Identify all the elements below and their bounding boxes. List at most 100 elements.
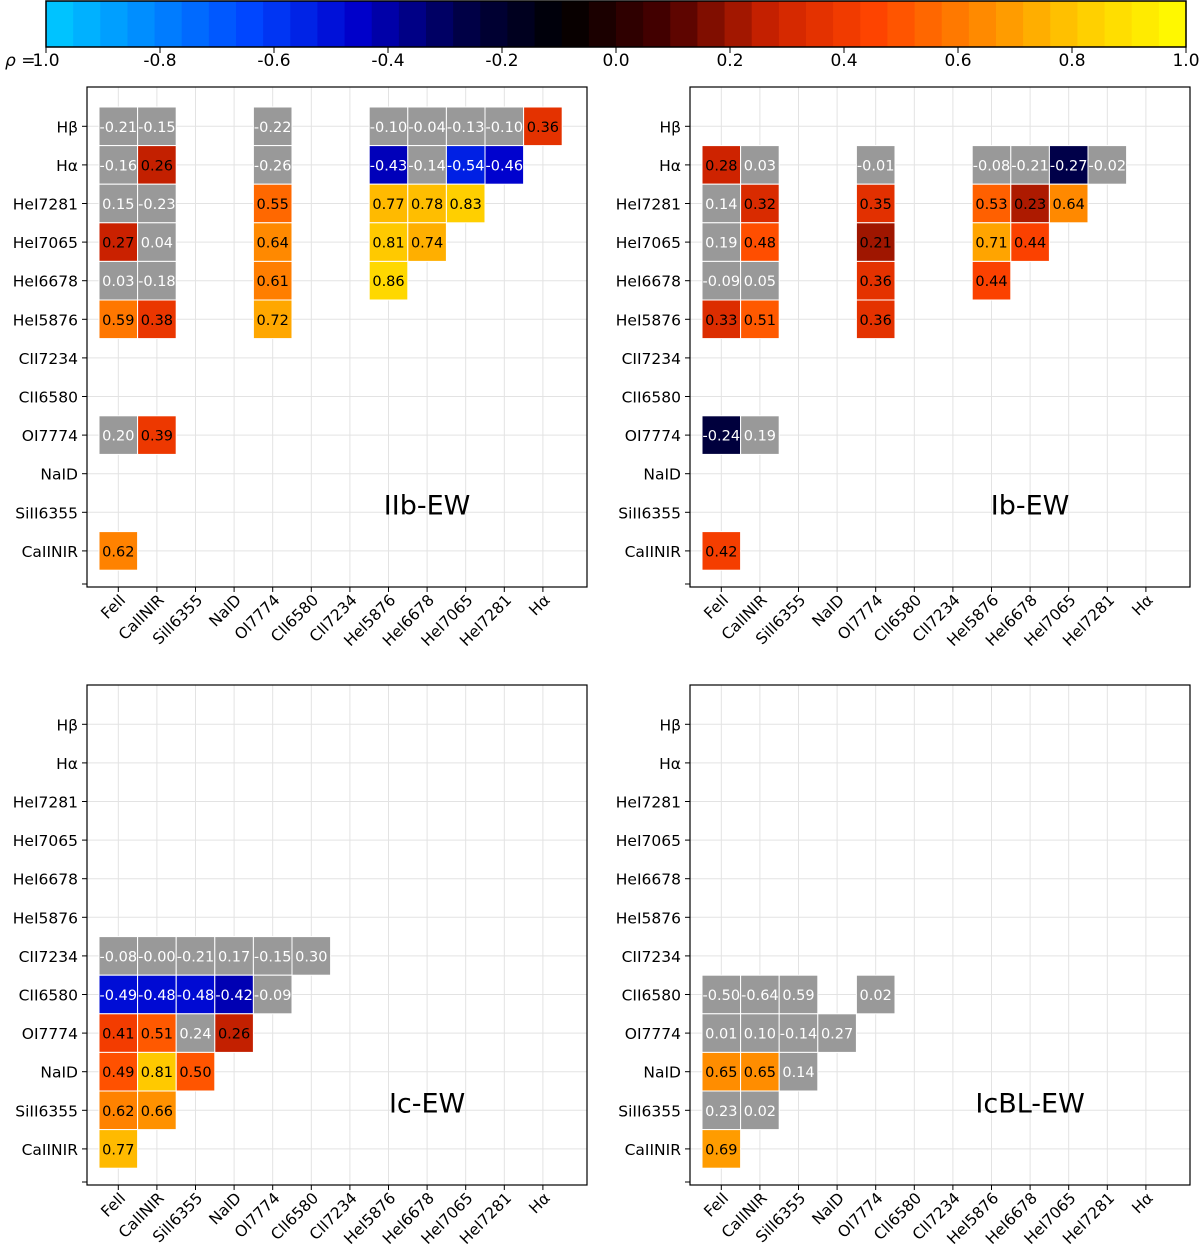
y-tick-label: NaID [643, 1064, 681, 1082]
cell-value-label: -0.13 [447, 120, 485, 136]
heatmap-cell [817, 1013, 857, 1053]
colorbar-tick-label: -0.8 [143, 51, 176, 71]
heatmap-cell [855, 222, 896, 262]
y-tick-label: CaIINIR [625, 543, 682, 561]
y-tick-label: CII6580 [622, 389, 681, 407]
heatmap-cell [137, 145, 177, 185]
y-tick-label: HeI5876 [13, 311, 78, 329]
cell-value-label: 0.05 [744, 274, 776, 290]
heatmap-cell [175, 974, 216, 1015]
cell-value-label: 0.02 [744, 1104, 776, 1120]
heatmap-cell [368, 183, 409, 224]
heatmap-cell [701, 222, 742, 262]
y-tick-label: Hβ [56, 118, 78, 136]
heatmap-cell [214, 1013, 254, 1053]
cell-value-label: 0.51 [744, 313, 776, 329]
cell-value-label: 0.61 [257, 274, 289, 290]
cell-value-label: 0.59 [782, 988, 814, 1004]
cell-value-label: 0.35 [860, 197, 892, 213]
heatmap-cell [523, 106, 563, 147]
colorbar-tick-label: 0.6 [944, 51, 971, 71]
cell-value-label: -0.21 [177, 949, 215, 965]
heatmap-panels: -0.21 -0.15 -0.22 -0.10 -0.04 -0.13 -0.10 0.36-… [13, 86, 1191, 1248]
colorbar-segment [1104, 1, 1133, 47]
cell-value-label: 0.64 [1053, 197, 1085, 213]
heatmap-cell [971, 260, 1012, 301]
y-tick-label: HeI5876 [616, 311, 681, 329]
cell-value-label: -0.26 [254, 158, 292, 174]
heatmap-cell [407, 222, 447, 262]
colorbar-segment [73, 1, 101, 47]
colorbar-segment [697, 1, 726, 47]
panel-frame [86, 684, 588, 1186]
cell-value-label: -0.09 [254, 988, 292, 1004]
y-tick-label: NaID [643, 466, 681, 484]
heatmap-cell [137, 222, 177, 262]
y-tick-label: HeI7065 [616, 234, 681, 252]
colorbar-segment [1050, 1, 1079, 47]
y-tick-label: Hβ [56, 716, 78, 734]
heatmap-cell [701, 974, 742, 1015]
heatmap-cell [484, 145, 525, 185]
y-tick-label: CII6580 [19, 389, 78, 407]
colorbar-segment [426, 1, 454, 47]
colorbar-tick-label: -0.4 [371, 51, 404, 71]
cell-value-label: -0.43 [370, 158, 408, 174]
y-tick-label: CII6580 [19, 987, 78, 1005]
heatmap-cell [445, 183, 486, 224]
cell-value-label: 0.03 [102, 274, 134, 290]
cell-value-label: 0.21 [860, 236, 892, 252]
heatmap-cell [137, 299, 177, 340]
heatmap-cell [778, 1051, 819, 1092]
cell-value-label: 0.23 [705, 1104, 737, 1120]
colorbar-segment [1077, 1, 1106, 47]
heatmap-cell [855, 299, 896, 340]
cell-value-label: 0.36 [527, 120, 559, 136]
heatmap-cell [701, 1013, 742, 1053]
heatmap-cell [855, 145, 896, 185]
heatmap-cell [701, 299, 742, 340]
x-tick-label: Hα [526, 1189, 554, 1217]
colorbar-segment [751, 1, 780, 47]
y-tick-label: Hα [659, 755, 681, 773]
y-tick-label: OI7774 [625, 427, 681, 445]
cell-value-label: 0.55 [257, 197, 289, 213]
heatmap-cell [368, 222, 409, 262]
cell-value-label: 0.39 [141, 429, 173, 445]
cell-value-label: 0.17 [218, 949, 250, 965]
heatmap-cell [98, 106, 139, 147]
cell-value-label: 0.30 [295, 949, 327, 965]
heatmap-cell [98, 145, 139, 185]
y-tick-label: OI7774 [22, 427, 78, 445]
colorbar-segment [534, 1, 563, 47]
heatmap-cell [137, 415, 177, 455]
cell-value-label: 0.44 [1014, 236, 1046, 252]
colorbar-segment [480, 1, 509, 47]
cell-value-label: 0.74 [411, 236, 443, 252]
heatmap-cell [252, 222, 293, 262]
colorbar-segment [1023, 1, 1051, 47]
colorbar-segment [398, 1, 427, 47]
y-tick-label: CII6580 [622, 987, 681, 1005]
heatmap-cell [137, 183, 177, 224]
cell-value-label: 0.27 [102, 236, 134, 252]
cell-value-label: 0.03 [744, 158, 776, 174]
heatmap-cell [137, 1090, 177, 1131]
cell-value-label: 0.65 [705, 1065, 737, 1081]
colorbar-label: ρ = [5, 51, 35, 71]
y-tick-label: CaIINIR [625, 1141, 682, 1159]
cell-value-label: 0.26 [141, 158, 173, 174]
cell-value-label: 0.19 [705, 236, 737, 252]
x-tick-label: FeII [700, 1189, 732, 1221]
heatmap-cell [778, 1013, 819, 1053]
heatmap-cell [98, 1013, 139, 1053]
cell-value-label: 0.20 [102, 429, 134, 445]
x-tick-label: Hα [526, 591, 554, 619]
cell-value-label: 0.23 [1014, 197, 1046, 213]
panel-title: IcBL-EW [975, 1088, 1084, 1119]
colorbar-segment [778, 1, 807, 47]
y-tick-label: HeI6678 [616, 871, 681, 889]
colorbar-segment [127, 1, 156, 47]
cell-value-label: -0.49 [100, 988, 138, 1004]
